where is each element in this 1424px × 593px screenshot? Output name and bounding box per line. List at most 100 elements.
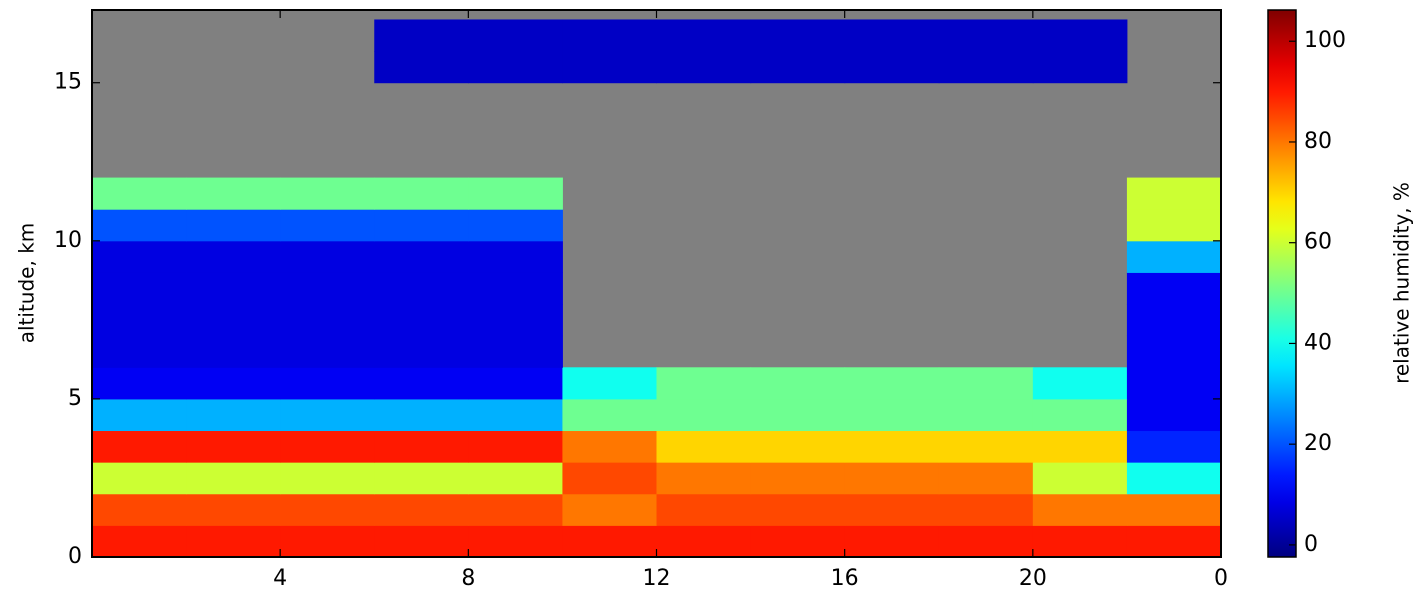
heatmap-cell — [844, 462, 940, 495]
colorbar-tick-label: 20 — [1304, 431, 1332, 456]
heatmap-cell — [92, 462, 187, 495]
heatmap-cell — [656, 430, 752, 463]
heatmap-cell — [656, 398, 752, 432]
heatmap-cell — [468, 335, 563, 368]
heatmap-cell — [374, 430, 469, 463]
heatmap-cell — [280, 367, 375, 400]
heatmap-cell — [844, 367, 940, 400]
heatmap-cell — [562, 367, 657, 400]
heatmap-cell — [938, 493, 1034, 526]
heatmap-cell — [280, 272, 375, 305]
heatmap-cell — [92, 240, 187, 273]
heatmap-cell — [938, 430, 1034, 463]
colorbar-tick-label: 40 — [1304, 330, 1332, 355]
heatmap-cell — [750, 430, 846, 463]
heatmap-cell — [938, 19, 1034, 52]
heatmap-cell — [280, 240, 375, 273]
heatmap-cell — [1032, 430, 1128, 463]
heatmap-cell — [468, 304, 563, 337]
colorbar-label: relative humidity, % — [1390, 182, 1414, 384]
heatmap-cell — [656, 462, 752, 495]
heatmap-cell — [468, 398, 563, 432]
heatmap-cell — [280, 209, 375, 242]
heatmap-cell — [1126, 272, 1222, 305]
heatmap-cell — [656, 51, 752, 84]
heatmap-cell — [750, 367, 846, 400]
heatmap-cell — [468, 209, 563, 242]
colorbar-tick-label: 0 — [1304, 532, 1318, 557]
heatmap-cell — [750, 525, 846, 558]
heatmap-cell — [562, 493, 657, 526]
y-tick-label: 15 — [54, 70, 82, 95]
heatmap-cell — [562, 51, 657, 84]
heatmap-cell — [1032, 51, 1128, 84]
heatmap-cell — [374, 398, 469, 432]
heatmap-cell — [562, 525, 657, 558]
heatmap-cell — [280, 335, 375, 368]
heatmap-cell — [562, 19, 657, 52]
heatmap-cell — [750, 51, 846, 84]
heatmap-cell — [186, 304, 281, 337]
heatmap-cell — [468, 430, 563, 463]
heatmap-cell — [280, 462, 375, 495]
heatmap-cell — [1126, 209, 1222, 242]
heatmap-cell — [938, 51, 1034, 84]
heatmap-cell — [374, 525, 469, 558]
x-tick-label: 16 — [831, 566, 859, 591]
heatmap-cell — [656, 525, 752, 558]
heatmap-cell — [374, 177, 469, 210]
heatmap-cell — [1032, 525, 1128, 558]
y-axis-label: altitude, km — [15, 223, 39, 344]
heatmap-cell — [186, 430, 281, 463]
heatmap-cell — [374, 209, 469, 242]
heatmap-cell — [374, 367, 469, 400]
heatmap-cell — [1126, 177, 1222, 210]
x-tick-label: 20 — [1019, 566, 1047, 591]
heatmap-cell — [844, 19, 940, 52]
heatmap-cell — [844, 398, 940, 432]
heatmap-cell — [280, 493, 375, 526]
heatmap-cell — [656, 19, 752, 52]
heatmap-cell — [92, 398, 187, 432]
x-tick-label: 0 — [1214, 566, 1228, 591]
heatmap-cell — [374, 240, 469, 273]
heatmap-cell — [468, 525, 563, 558]
heatmap-cell — [374, 462, 469, 495]
heatmap-cell — [92, 209, 187, 242]
heatmap-cell — [468, 19, 563, 52]
heatmap-cell — [374, 304, 469, 337]
heatmap-cell — [938, 398, 1034, 432]
heatmap-cell — [1126, 462, 1222, 495]
heatmap-cell — [92, 177, 187, 210]
colorbar-tick-label: 100 — [1304, 28, 1346, 53]
heatmap-cell — [562, 398, 657, 432]
heatmap-cell — [1032, 398, 1128, 432]
y-tick-label: 0 — [68, 544, 82, 569]
heatmap-cell — [1126, 240, 1222, 273]
heatmap-cell — [1032, 493, 1128, 526]
heatmap-cell — [1032, 367, 1128, 400]
heatmap-cell — [468, 51, 563, 84]
heatmap-cell — [1126, 525, 1222, 558]
heatmap-cell — [468, 240, 563, 273]
heatmap-cell — [750, 493, 846, 526]
heatmap-cell — [186, 367, 281, 400]
heatmap-cell — [92, 525, 187, 558]
y-tick-label: 10 — [54, 228, 82, 253]
heatmap-cell — [468, 272, 563, 305]
heatmap-cell — [92, 493, 187, 526]
heatmap-cell — [938, 462, 1034, 495]
heatmap-cell — [1126, 367, 1222, 400]
heatmap-cell — [1126, 398, 1222, 432]
heatmap-cell — [562, 462, 657, 495]
heatmap-cell — [186, 525, 281, 558]
heatmap-cell — [562, 430, 657, 463]
heatmap-cell — [186, 177, 281, 210]
heatmap-cell — [1126, 335, 1222, 368]
x-tick-label: 8 — [461, 566, 475, 591]
heatmap-cell — [374, 272, 469, 305]
heatmap-cell — [186, 240, 281, 273]
heatmap-cell — [844, 493, 940, 526]
heatmap-cell — [186, 272, 281, 305]
